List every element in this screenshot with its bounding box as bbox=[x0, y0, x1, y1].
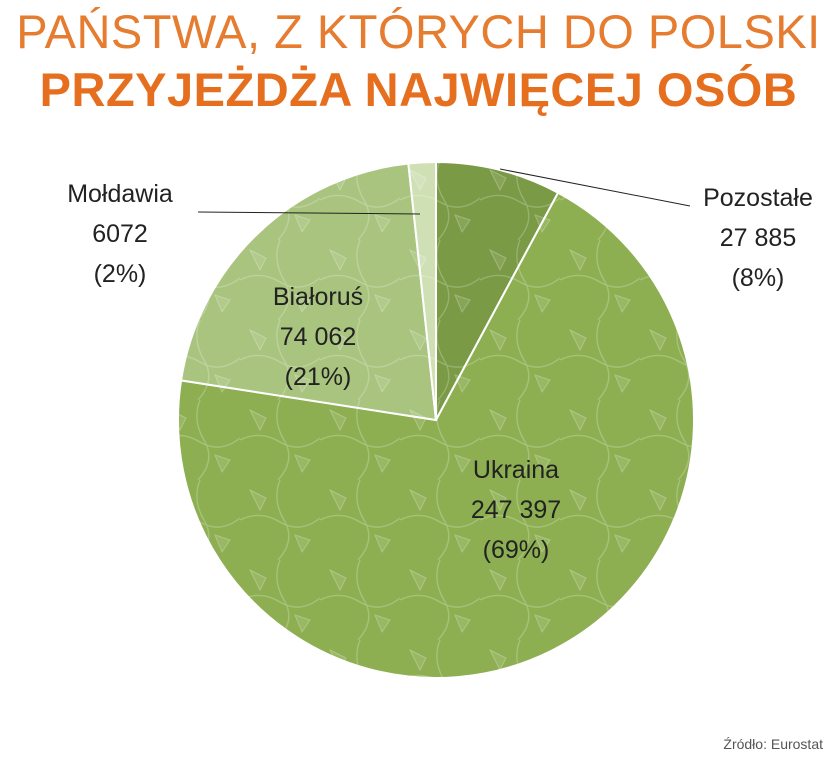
map-texture-pozostale bbox=[436, 162, 559, 420]
slice-value-ukraina: 247 397 bbox=[471, 496, 561, 524]
chart-title-line2: PRZYJEŻDŻA NAJWIĘCEJ OSÓB bbox=[39, 63, 798, 116]
slice-label-ukraina: Ukraina bbox=[473, 456, 559, 484]
map-texture-bialorus bbox=[181, 163, 436, 420]
slice-percent-pozostale: (8%) bbox=[732, 264, 785, 292]
slice-value-bialorus: 74 062 bbox=[280, 323, 356, 351]
map-texture-ukraina bbox=[178, 192, 695, 678]
slice-label-moldawia: Mołdawia bbox=[67, 180, 173, 208]
slice-value-moldawia: 6072 bbox=[92, 220, 148, 248]
map-texture-moldawia bbox=[408, 162, 436, 420]
slice-percent-bialorus: (21%) bbox=[285, 363, 352, 391]
slice-percent-ukraina: (69%) bbox=[483, 536, 550, 564]
chart-title-line1: PAŃSTWA, Z KTÓRYCH DO POLSKI bbox=[16, 5, 821, 58]
source-note: Źródło: Eurostat bbox=[723, 736, 823, 752]
leader-line-moldawia bbox=[197, 211, 421, 215]
slice-label-bialorus: Białoruś bbox=[273, 283, 363, 311]
slice-value-pozostale: 27 885 bbox=[720, 224, 796, 252]
slice-label-pozostale: Pozostałe bbox=[703, 184, 813, 212]
leader-line-pozostale bbox=[499, 168, 691, 207]
slice-percent-moldawia: (2%) bbox=[94, 260, 147, 288]
